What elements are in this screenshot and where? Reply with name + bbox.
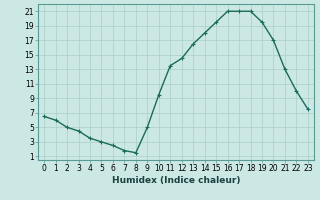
X-axis label: Humidex (Indice chaleur): Humidex (Indice chaleur) [112, 176, 240, 185]
